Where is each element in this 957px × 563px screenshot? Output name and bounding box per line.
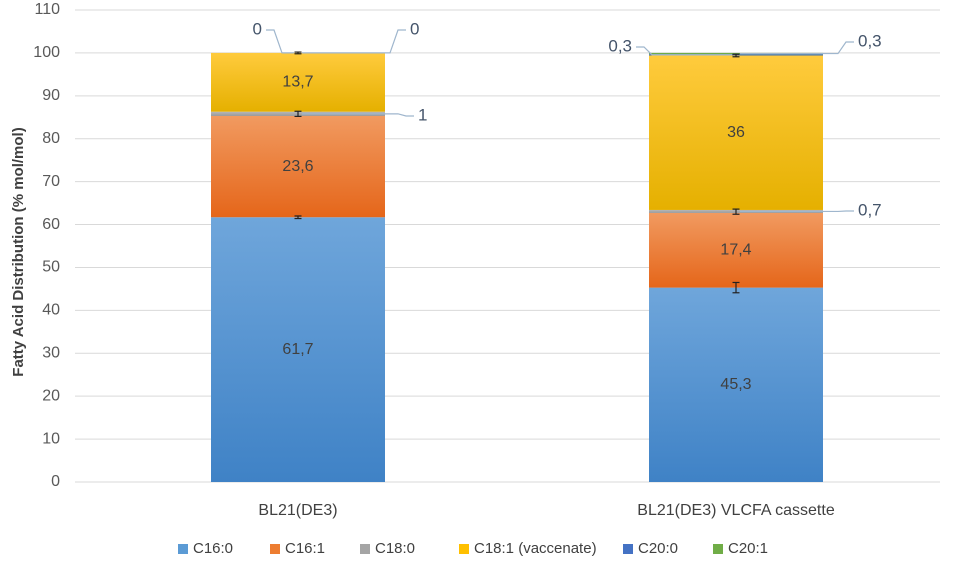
- y-axis-ticks: 0 10 20 30 40 50 60 70 80 90 100 110: [33, 1, 60, 490]
- y-tick-label: 30: [42, 344, 60, 361]
- callout-leader-line: [302, 29, 406, 54]
- legend-swatch: [713, 544, 723, 554]
- data-label: 17,4: [720, 242, 751, 259]
- bar-segment-c16-1: [211, 115, 385, 218]
- y-tick-label: 110: [34, 1, 60, 18]
- data-label: 61,7: [282, 341, 313, 358]
- bar-segment-c20-1: [649, 52, 823, 55]
- callout-leader-line: [302, 113, 414, 117]
- bar-segment-c16-0: [211, 217, 385, 482]
- legend-swatch: [178, 544, 188, 554]
- legend-label: C20:0: [638, 540, 678, 557]
- legend-swatch: [623, 544, 633, 554]
- legend-swatch: [459, 544, 469, 554]
- callout-leader-line: [740, 41, 854, 55]
- callout-label: 0,3: [858, 31, 882, 50]
- legend: C16:0 C16:1 C18:0 C18:1 (vaccenate) C20:0 C20…: [178, 540, 768, 557]
- bar-segment-c18-1-vaccenate-: [211, 52, 385, 112]
- callout-leader-line: [636, 46, 732, 56]
- callout-label: 0,3: [608, 36, 632, 55]
- bar-segment-c16-0: [649, 287, 823, 482]
- y-tick-label: 60: [42, 216, 60, 233]
- y-tick-label: 100: [33, 44, 60, 61]
- bar-segment-c18-1-vaccenate-: [649, 55, 823, 210]
- data-label: 45,3: [720, 376, 751, 393]
- callout-label: 1: [418, 105, 427, 124]
- y-tick-label: 80: [42, 130, 60, 147]
- callout-label: 0,7: [858, 200, 882, 219]
- legend-label: C20:1: [728, 540, 768, 557]
- data-label: 23,6: [282, 158, 313, 175]
- y-axis-label: Fatty Acid Distribution (% mol/mol): [10, 127, 27, 376]
- y-tick-label: 40: [42, 302, 60, 319]
- x-category-label: BL21(DE3): [258, 502, 337, 519]
- y-tick-label: 10: [42, 430, 60, 447]
- legend-label: C18:0: [375, 540, 415, 557]
- bar-segment-c16-1: [649, 212, 823, 288]
- legend-label: C18:1 (vaccenate): [474, 540, 597, 557]
- x-category-label: BL21(DE3) VLCFA cassette: [637, 502, 835, 519]
- y-tick-label: 90: [42, 87, 60, 104]
- data-label: 13,7: [282, 74, 313, 91]
- x-axis-categories: BL21(DE3) BL21(DE3) VLCFA cassette: [258, 502, 834, 519]
- y-tick-label: 0: [51, 473, 60, 490]
- y-tick-label: 50: [42, 259, 60, 276]
- legend-swatch: [270, 544, 280, 554]
- legend-label: C16:0: [193, 540, 233, 557]
- callout-leader-line: [266, 29, 294, 54]
- bars: [211, 52, 823, 482]
- legend-swatch: [360, 544, 370, 554]
- error-bars: [294, 51, 740, 294]
- callout-label: 0: [253, 19, 262, 38]
- y-tick-label: 70: [42, 173, 60, 190]
- legend-label: C16:1: [285, 540, 325, 557]
- y-tick-label: 20: [42, 387, 60, 404]
- data-label: 36: [727, 124, 745, 141]
- callout-label: 0: [410, 19, 419, 38]
- data-labels: 61,7 23,6 13,7 45,3 17,4 36 1 0 0 0,7 0,3 0,3: [253, 19, 882, 393]
